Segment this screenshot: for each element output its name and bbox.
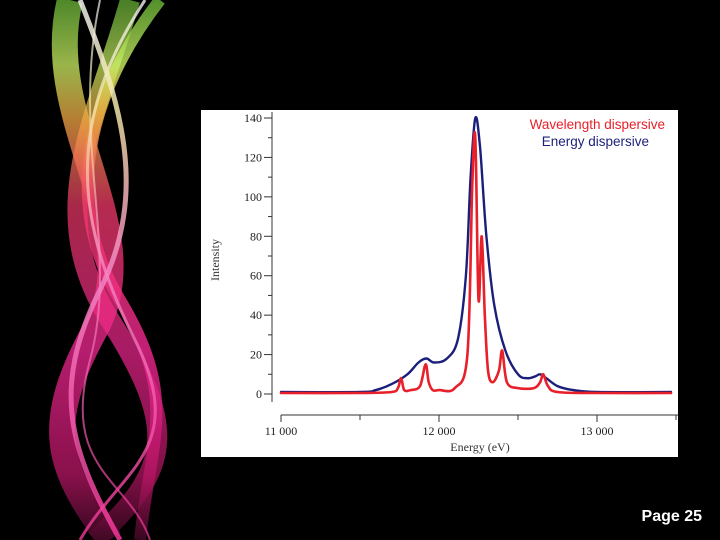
y-tick-label: 60 xyxy=(250,269,262,283)
y-tick-label: 20 xyxy=(250,348,262,362)
y-tick-label: 100 xyxy=(244,190,262,204)
x-axis-title: Energy (eV) xyxy=(450,440,509,454)
y-axis-title: Intensity xyxy=(208,239,222,281)
legend-wavelength-dispersive: Wavelength dispersive xyxy=(530,117,665,132)
y-tick-label: 40 xyxy=(250,308,262,322)
y-tick-label: 140 xyxy=(244,111,262,125)
x-tick-label: 12 000 xyxy=(423,424,456,438)
legend-energy-dispersive: Energy dispersive xyxy=(542,134,649,149)
series-wavelength-dispersive-line xyxy=(279,130,673,395)
y-tick-label: 80 xyxy=(250,229,262,243)
x-tick-label: 11 000 xyxy=(265,424,298,438)
y-tick-label: 120 xyxy=(244,150,262,164)
page-number: Page 25 xyxy=(641,508,702,525)
series-lines xyxy=(279,115,673,395)
spectrum-chart-panel: 0 20 40 60 80 100 120 140 11 000 12 000 13 000 Int… xyxy=(201,110,678,457)
spectrum-chart: 0 20 40 60 80 100 120 140 11 000 12 000 13 000 Int… xyxy=(208,111,678,454)
axes: 0 20 40 60 80 100 120 140 11 000 12 000 13 000 xyxy=(244,111,678,438)
y-tick-label: 0 xyxy=(256,387,262,401)
x-tick-label: 13 000 xyxy=(581,424,614,438)
